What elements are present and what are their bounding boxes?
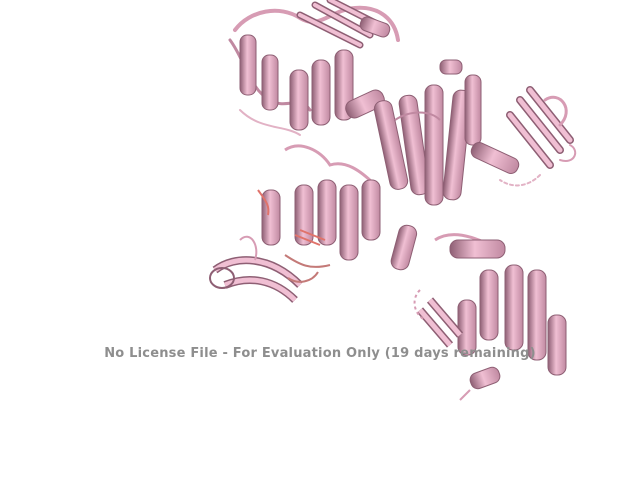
domain-lower-left — [209, 144, 418, 303]
helix-bundle-center — [373, 59, 520, 206]
beta-domain-right — [499, 86, 577, 187]
domain-lower-right — [413, 233, 567, 401]
ligand-highlight — [257, 189, 331, 283]
helix-cluster-upper — [239, 16, 391, 131]
